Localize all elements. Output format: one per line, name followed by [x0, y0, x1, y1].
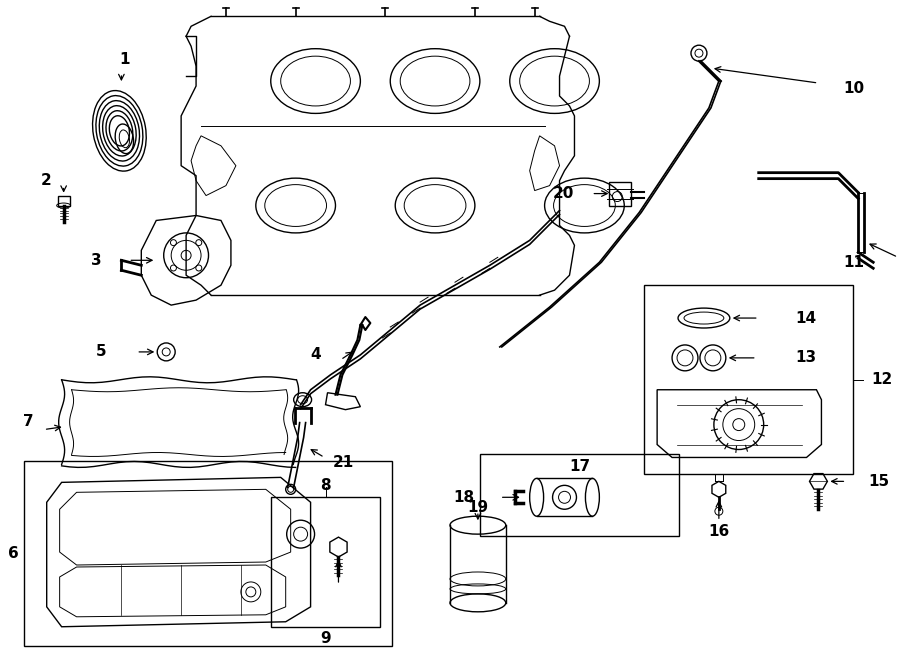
Text: 21: 21	[332, 455, 354, 470]
Text: 11: 11	[843, 254, 864, 270]
Text: 9: 9	[320, 631, 331, 646]
Text: 12: 12	[871, 372, 893, 387]
Text: 1: 1	[119, 52, 130, 67]
Text: 18: 18	[454, 490, 475, 505]
Text: 16: 16	[708, 524, 730, 539]
Text: 13: 13	[796, 350, 816, 366]
Text: 17: 17	[569, 459, 590, 474]
Text: 6: 6	[8, 545, 19, 561]
Text: 4: 4	[310, 348, 320, 362]
Bar	[480, 455, 679, 536]
Text: 19: 19	[467, 500, 489, 515]
Text: 3: 3	[91, 253, 102, 268]
Text: 10: 10	[843, 81, 865, 96]
Text: 5: 5	[95, 344, 106, 360]
Text: 7: 7	[23, 414, 34, 429]
Text: 15: 15	[868, 474, 889, 489]
Text: 2: 2	[40, 173, 51, 188]
Bar	[271, 497, 381, 627]
Text: 20: 20	[554, 186, 574, 201]
Bar	[23, 461, 392, 646]
Bar	[58, 196, 69, 206]
Bar	[644, 285, 853, 475]
Text: 8: 8	[320, 478, 331, 493]
Text: 14: 14	[796, 311, 816, 326]
Bar	[609, 182, 631, 206]
